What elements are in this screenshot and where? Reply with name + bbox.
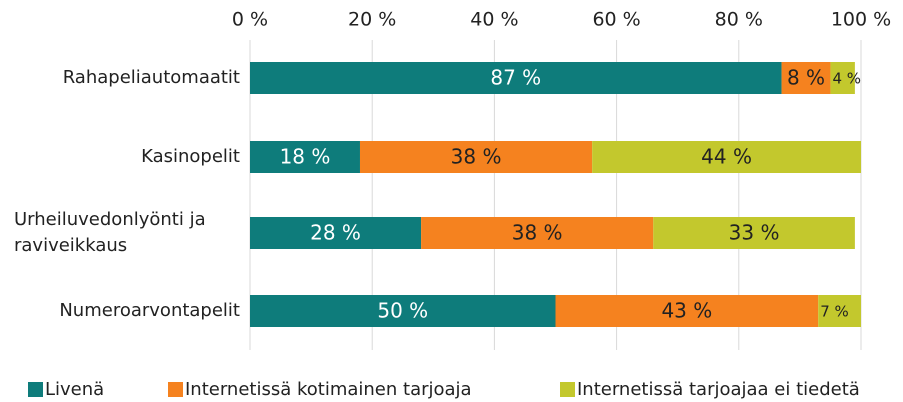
bar-segment — [653, 217, 855, 249]
category-label: Numeroarvontapelit — [59, 281, 240, 341]
bar-segment — [781, 62, 831, 94]
bar-segment — [250, 295, 556, 327]
category-text: Rahapeliautomaatit — [62, 67, 240, 88]
category-label: Urheiluvedonlyönti ja raviveikkaus — [14, 203, 240, 263]
x-tick-label: 20 % — [348, 9, 396, 31]
data-label: 43 % — [661, 299, 712, 323]
bar-segment — [250, 62, 782, 94]
data-label: 4 % — [832, 70, 861, 88]
data-label: 28 % — [310, 221, 361, 245]
data-label: 8 % — [787, 66, 825, 90]
legend-swatch — [28, 382, 43, 397]
x-tick-label: 40 % — [470, 9, 518, 31]
data-label: 7 % — [820, 303, 849, 321]
x-tick-label: 0 % — [232, 9, 268, 31]
legend-label: Internetissä tarjoajaa ei tiedetä — [577, 379, 860, 400]
bar-segment — [421, 217, 654, 249]
data-label: 44 % — [701, 145, 752, 169]
data-label: 38 % — [451, 145, 502, 169]
x-tick-label: 100 % — [831, 9, 891, 31]
category-text: Kasinopelit — [141, 146, 240, 167]
legend-swatch — [560, 382, 575, 397]
x-tick-label: 60 % — [592, 9, 640, 31]
legend-label: Livenä — [45, 379, 104, 400]
x-tick-label: 80 % — [715, 9, 763, 31]
data-label: 50 % — [377, 299, 428, 323]
category-label: Rahapeliautomaatit — [63, 48, 240, 108]
bar-segment — [830, 62, 855, 94]
category-text: Urheiluvedonlyönti ja raviveikkaus — [14, 209, 206, 256]
legend-swatch — [168, 382, 183, 397]
bar-segment — [250, 141, 360, 173]
category-label: Kasinopelit — [141, 127, 240, 187]
data-label: 33 % — [729, 221, 780, 245]
bar-segment — [592, 141, 861, 173]
data-label: 38 % — [512, 221, 563, 245]
bar-segment — [250, 217, 422, 249]
bar-segment — [359, 141, 593, 173]
category-text: Numeroarvontapelit — [59, 300, 240, 321]
bar-segment — [818, 295, 861, 327]
data-label: 87 % — [490, 66, 541, 90]
legend-label: Internetissä kotimainen tarjoaja — [185, 379, 472, 400]
data-label: 18 % — [280, 145, 331, 169]
bar-segment — [555, 295, 819, 327]
